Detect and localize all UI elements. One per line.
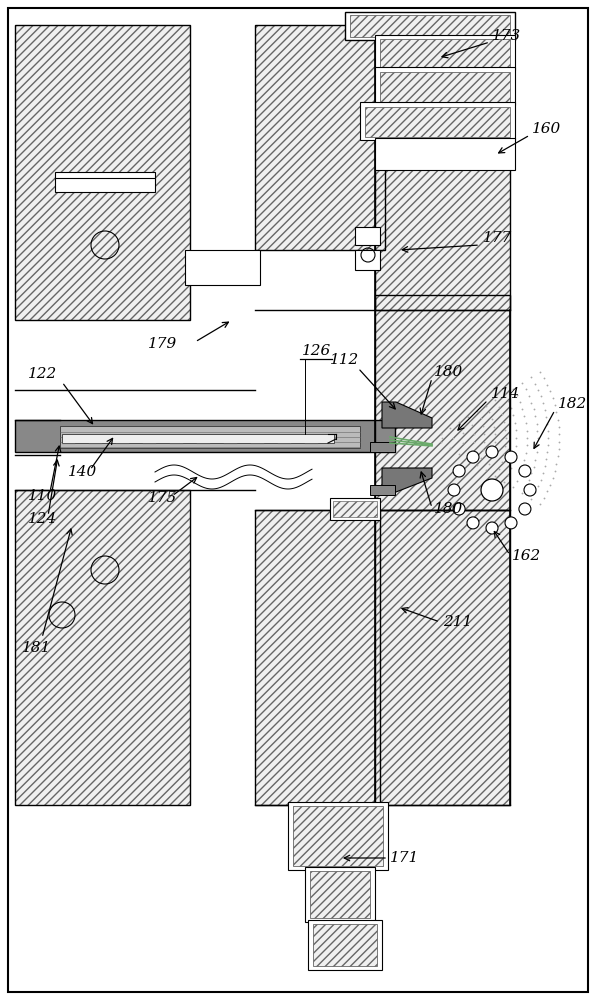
- Text: 162: 162: [512, 549, 541, 563]
- Text: 122: 122: [28, 367, 57, 381]
- Circle shape: [481, 479, 503, 501]
- Bar: [375, 67, 515, 105]
- Bar: [310, 871, 370, 918]
- Text: 140: 140: [68, 465, 97, 479]
- Bar: [375, 25, 510, 310]
- Polygon shape: [382, 402, 432, 428]
- Circle shape: [448, 484, 460, 496]
- Text: 180: 180: [434, 502, 463, 516]
- Bar: [375, 510, 510, 805]
- Bar: [375, 295, 510, 510]
- Bar: [313, 924, 377, 966]
- Polygon shape: [382, 468, 432, 492]
- Bar: [360, 102, 515, 140]
- Bar: [185, 250, 260, 285]
- Bar: [293, 806, 383, 866]
- Bar: [375, 25, 510, 310]
- Circle shape: [486, 522, 498, 534]
- Bar: [305, 867, 375, 922]
- Text: 180: 180: [434, 365, 463, 379]
- Bar: [375, 510, 510, 805]
- Bar: [15, 25, 190, 320]
- Text: 173: 173: [492, 29, 522, 43]
- Bar: [60, 426, 360, 448]
- Bar: [15, 490, 190, 805]
- Bar: [15, 25, 190, 320]
- Polygon shape: [370, 442, 395, 452]
- Bar: [345, 12, 515, 40]
- Bar: [330, 498, 380, 520]
- Text: 177: 177: [483, 231, 512, 245]
- Text: 181: 181: [22, 641, 51, 655]
- Circle shape: [519, 503, 531, 515]
- Bar: [308, 920, 382, 970]
- Text: 110: 110: [28, 489, 57, 503]
- Circle shape: [505, 451, 517, 463]
- Circle shape: [467, 517, 479, 529]
- Circle shape: [453, 503, 465, 515]
- Bar: [365, 107, 510, 137]
- Bar: [55, 178, 155, 192]
- Circle shape: [505, 517, 517, 529]
- Text: 114: 114: [491, 387, 520, 401]
- Bar: [15, 420, 395, 452]
- Text: 124: 124: [28, 512, 57, 526]
- Circle shape: [524, 484, 536, 496]
- Text: 175: 175: [148, 491, 177, 505]
- Text: 126: 126: [302, 344, 331, 358]
- Bar: [255, 510, 380, 805]
- Bar: [255, 25, 385, 250]
- Text: 160: 160: [532, 122, 561, 136]
- Bar: [255, 510, 380, 805]
- Bar: [62, 434, 334, 443]
- Bar: [333, 501, 377, 517]
- Bar: [15, 490, 190, 805]
- Circle shape: [453, 465, 465, 477]
- Circle shape: [486, 446, 498, 458]
- Bar: [375, 138, 515, 170]
- Text: 211: 211: [443, 615, 472, 629]
- Bar: [380, 39, 510, 67]
- Bar: [355, 250, 380, 270]
- Text: 112: 112: [330, 353, 359, 367]
- Bar: [380, 72, 510, 102]
- Bar: [255, 25, 385, 250]
- Text: 171: 171: [390, 851, 419, 865]
- Text: 182: 182: [558, 397, 587, 411]
- Bar: [55, 172, 155, 180]
- Bar: [288, 802, 388, 870]
- Bar: [375, 35, 515, 70]
- Polygon shape: [370, 485, 395, 495]
- Circle shape: [467, 451, 479, 463]
- Bar: [350, 15, 510, 37]
- Bar: [375, 295, 510, 510]
- Circle shape: [519, 465, 531, 477]
- Bar: [355, 227, 380, 245]
- Text: 179: 179: [148, 337, 177, 351]
